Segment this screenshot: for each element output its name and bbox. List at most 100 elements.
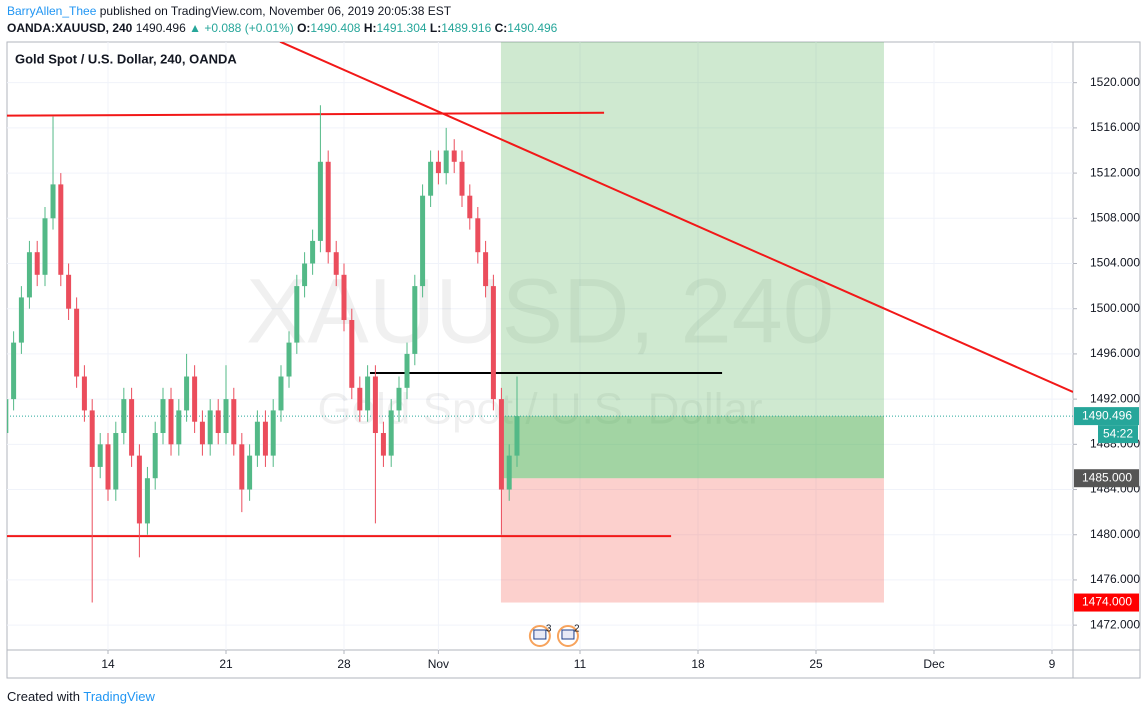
candle-body	[302, 263, 308, 287]
candle-body	[121, 399, 127, 434]
y-tick-label: 1492.000	[1090, 391, 1140, 405]
frame	[6, 41, 1141, 679]
candle-body	[7, 399, 9, 434]
candle-body	[81, 376, 87, 411]
candle-body	[50, 184, 56, 219]
candle-body	[18, 297, 24, 343]
candle-body	[490, 286, 496, 400]
x-tick-label: 11	[574, 657, 587, 671]
candle-body	[207, 410, 213, 445]
h-label: H:	[363, 21, 377, 35]
candle-body	[372, 376, 378, 434]
candle-body	[254, 421, 260, 456]
last: 1490.496	[135, 21, 186, 35]
candle-body	[498, 399, 504, 490]
price-label-box	[1074, 593, 1139, 612]
candle-body	[152, 433, 158, 479]
chart-title: Gold Spot / U.S. Dollar, 240, OANDA	[15, 51, 237, 66]
published: published on TradingView.com, November 0…	[99, 4, 452, 18]
candle-body	[192, 376, 198, 422]
candle-body	[215, 410, 221, 434]
x-tick-label: 18	[691, 657, 705, 671]
symbol: OANDA:XAUUSD, 240	[7, 21, 133, 35]
h: 1491.304	[376, 21, 427, 35]
price-label-box	[1074, 469, 1139, 488]
candle-body	[74, 308, 80, 377]
y-tick-label: 1512.000	[1090, 165, 1140, 179]
open-pnl-zone	[500, 416, 884, 479]
price-label: 1485.000	[1082, 470, 1132, 484]
candle-body	[247, 455, 253, 490]
event-count: 2	[574, 624, 580, 635]
candle-body	[278, 376, 284, 411]
candle-body	[89, 410, 95, 467]
x-tick-label: 28	[337, 657, 351, 671]
profit-zone	[500, 42, 884, 479]
publish-line: BarryAllen_Thee published on TradingView…	[7, 4, 451, 18]
change: ▲ +0.088 (+0.01%)	[189, 21, 294, 35]
x-tick-label: Nov	[428, 657, 449, 671]
candle-body	[365, 376, 371, 411]
candle-body	[357, 387, 363, 411]
candle-body	[239, 444, 245, 490]
candle-body	[160, 399, 166, 434]
candle-body	[184, 376, 190, 411]
o: 1490.408	[310, 21, 361, 35]
y-tick-label: 1520.000	[1090, 75, 1140, 89]
candle-body	[11, 342, 17, 400]
l-label: L:	[429, 21, 442, 35]
candle-body	[443, 150, 449, 174]
candle-body	[105, 444, 111, 490]
candle-body	[506, 455, 512, 490]
y-tick-label: 1472.000	[1090, 617, 1140, 631]
y-tick-label: 1504.000	[1090, 256, 1140, 270]
candle-body	[475, 218, 481, 253]
x-tick-label: 25	[809, 657, 823, 671]
candle-body	[310, 240, 316, 264]
candle-body	[66, 274, 72, 309]
candle-body	[231, 399, 237, 445]
candle-body	[396, 387, 402, 411]
price-label: 1474.000	[1082, 595, 1132, 609]
event-flag	[561, 629, 575, 640]
x-tick-label: Dec	[923, 657, 944, 671]
trend-line	[7, 111, 605, 117]
footer-brand[interactable]: TradingView	[83, 689, 155, 704]
countdown: 54:22	[1103, 426, 1133, 440]
event-count: 3	[546, 624, 552, 635]
candle-body	[199, 421, 205, 445]
event-flag	[533, 629, 547, 640]
candle-body	[26, 252, 32, 298]
y-tick-label: 1500.000	[1090, 301, 1140, 315]
price-label-box	[1074, 407, 1139, 426]
y-tick-label: 1476.000	[1090, 572, 1140, 586]
candle-body	[483, 252, 489, 287]
candle-body	[435, 161, 441, 174]
candle-body	[129, 399, 135, 456]
candle-body	[262, 421, 268, 456]
candle-body	[168, 399, 174, 445]
l: 1489.916	[441, 21, 492, 35]
candle-body	[58, 184, 64, 275]
candle-body	[97, 444, 103, 467]
candle-body	[113, 433, 119, 490]
candle-body	[420, 195, 426, 287]
x-tick-label: 21	[219, 657, 233, 671]
x-tick-label: 14	[101, 657, 115, 671]
candle-body	[388, 410, 394, 456]
candle-body	[176, 410, 182, 445]
trend-line	[279, 42, 1073, 393]
y-tick-label: 1496.000	[1090, 346, 1140, 360]
candle-body	[286, 342, 292, 377]
candle-body	[412, 286, 418, 354]
candle-body	[325, 161, 331, 253]
y-tick-label: 1480.000	[1090, 527, 1140, 541]
candle-body	[34, 252, 40, 275]
author[interactable]: BarryAllen_Thee	[7, 4, 97, 18]
candle-body	[514, 416, 520, 456]
y-tick-label: 1508.000	[1090, 210, 1140, 224]
candle-body	[144, 478, 150, 524]
candle-body	[467, 195, 473, 219]
